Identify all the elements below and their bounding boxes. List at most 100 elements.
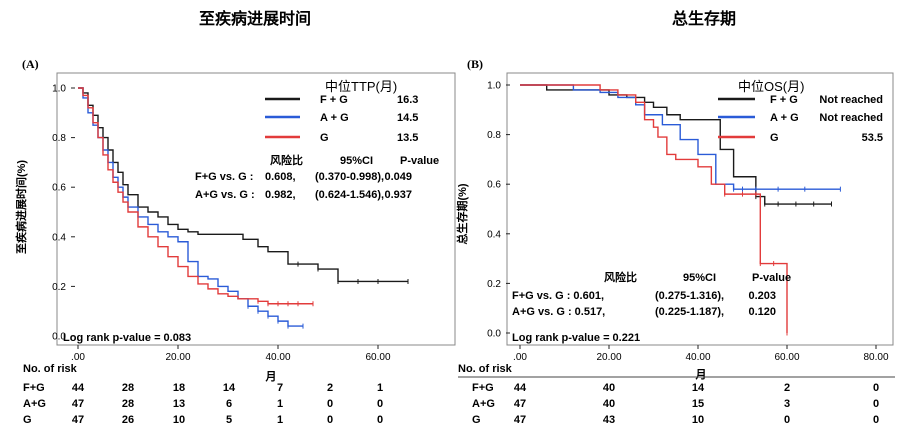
chart-b-legend-median: Not reached	[819, 112, 883, 124]
chart-b-risk-count: 0	[873, 414, 879, 426]
chart-a-y-tick-label: 0.6	[52, 183, 66, 194]
chart-b-stats-header: 风险比	[604, 270, 637, 284]
chart-a-stats-header: 95%CI	[340, 155, 373, 167]
chart-a-stats-hr: 0.982,	[265, 189, 296, 201]
chart-b-risk-count: 43	[603, 414, 615, 426]
chart-a-stats-header: P-value	[400, 155, 439, 167]
chart-a-x-tick-label: .00	[71, 352, 85, 363]
chart-b-risk-count: 47	[514, 398, 526, 410]
chart-b-stats-label: A+G vs. G : 0.517,	[512, 306, 605, 318]
chart-b-stats-label: F+G vs. G : 0.601,	[512, 290, 604, 302]
chart-a-legend-name: G	[320, 132, 329, 144]
chart-b-plot: 0.0 0.2 0.4 0.6 0.8 1.0 .00 20.00 40.00 60.00 80.0…	[458, 72, 895, 426]
chart-a-plot: 0.0 0.2 0.4 0.6 0.8 1.0 .00 20.00 40.00 60.00 中位TT…	[23, 72, 456, 426]
chart-a-x-tick-label: 20.00	[165, 352, 190, 363]
chart-a-risk-group: G	[23, 414, 32, 426]
chart-a-title: 至疾病进展时间	[199, 9, 311, 28]
chart-a-risk-count: 47	[72, 414, 84, 426]
chart-a-logrank: Log rank p-value = 0.083	[63, 332, 191, 344]
chart-a-risk-count: 28	[122, 398, 134, 410]
chart-b-risk-group: G	[472, 414, 481, 426]
chart-b-risk-group: F+G	[472, 382, 494, 394]
chart-a-risk-count: 1	[277, 398, 283, 410]
chart-a-risk-count: 7	[277, 382, 283, 394]
chart-a-risk-group: A+G	[23, 398, 46, 410]
chart-b-y-tick-label: 0.6	[487, 180, 501, 191]
chart-a-stats-label: A+G vs. G :	[195, 189, 255, 201]
chart-b-y-tick-label: 0.0	[487, 329, 501, 340]
chart-b-x-tick-label: 80.00	[863, 352, 888, 363]
chart-a-y-tick-label: 0.0	[52, 332, 66, 343]
chart-b-y-tick-label: 1.0	[487, 81, 501, 92]
chart-b-legend-title: 中位OS(月)	[738, 79, 804, 94]
chart-b-risk-count: 0	[784, 414, 790, 426]
chart-a-stats-label: F+G vs. G :	[195, 171, 253, 183]
chart-a-risk-count: 14	[223, 382, 236, 394]
chart-b-legend-median: Not reached	[819, 94, 883, 106]
chart-b-legend-name: F + G	[770, 94, 798, 106]
chart-b-x-tick-label: 60.00	[774, 352, 799, 363]
chart-b-x-tick-label: 40.00	[685, 352, 710, 363]
chart-a-y-tick-label: 0.4	[52, 232, 66, 243]
chart-b-ylabel: 总生存期(%)	[455, 183, 469, 244]
chart-b-panel-label: (B)	[467, 57, 483, 71]
chart-a-risk-count: 0	[327, 414, 333, 426]
chart-a-risk-count: 2	[327, 382, 333, 394]
chart-a-risk-header: No. of risk	[23, 363, 78, 375]
chart-b-risk-count: 40	[603, 398, 615, 410]
chart-a-stats-header: 风险比	[270, 153, 303, 167]
chart-b-risk-count: 0	[873, 398, 879, 410]
chart-a-legend-median: 13.5	[397, 132, 418, 144]
chart-a-series-f-g	[78, 87, 408, 283]
chart-b-risk-header: No. of risk	[458, 363, 513, 375]
chart-b-title: 总生存期	[672, 9, 736, 28]
chart-a-y-tick-label: 0.2	[52, 282, 66, 293]
chart-a-risk-count: 5	[226, 414, 232, 426]
chart-a-stats-ci: (0.370-0.998),	[315, 171, 384, 183]
chart-a-series-g	[78, 87, 313, 305]
chart-a-legend-median: 16.3	[397, 94, 418, 106]
chart-b-series-g	[520, 84, 788, 333]
chart-a-risk-count: 0	[327, 398, 333, 410]
chart-a-stats-ci: (0.624-1.546),	[315, 189, 384, 201]
chart-a-legend-name: A + G	[320, 112, 349, 124]
chart-b-risk-count: 0	[873, 382, 879, 394]
chart-b-stats-p: 0.203	[748, 290, 776, 302]
chart-a-ylabel: 至疾病进展时间(%)	[14, 160, 28, 254]
chart-a-risk-count: 1	[277, 414, 283, 426]
chart-a-risk-count: 0	[377, 414, 383, 426]
chart-a-risk-count: 0	[377, 398, 383, 410]
chart-a-risk-count: 26	[122, 414, 134, 426]
chart-a-stats-p: 0.049	[384, 171, 412, 183]
chart-a-x-tick-label: 60.00	[365, 352, 390, 363]
chart-b-y-tick-label: 0.8	[487, 130, 501, 141]
chart-a-legend-title: 中位TTP(月)	[325, 79, 397, 94]
chart-a-x-tick-label: 40.00	[265, 352, 290, 363]
chart-a-risk-count: 1	[377, 382, 383, 394]
chart-b-stats-p: 0.120	[748, 306, 776, 318]
chart-b-stats-ci: (0.275-1.316),	[655, 290, 724, 302]
chart-b-series-a-g	[520, 84, 841, 190]
chart-b-x-tick-label: .00	[513, 352, 527, 363]
chart-b-xlabel: 月	[695, 368, 707, 381]
chart-b-risk-count: 14	[692, 382, 705, 394]
chart-a-y-tick-label: 1.0	[52, 84, 66, 95]
chart-b-risk-count: 3	[784, 398, 790, 410]
chart-b-stats-header: P-value	[752, 272, 791, 284]
chart-a-stats-p: 0.937	[384, 189, 412, 201]
chart-b-legend-median: 53.5	[862, 132, 883, 144]
chart-b-legend-name: G	[770, 132, 779, 144]
chart-b-stats-header: 95%CI	[683, 272, 716, 284]
chart-a-xlabel: 月	[265, 370, 277, 383]
chart-b-stats-ci: (0.225-1.187),	[655, 306, 724, 318]
chart-a-stats-hr: 0.608,	[265, 171, 296, 183]
chart-b-y-tick-label: 0.4	[487, 229, 501, 240]
chart-b-risk-count: 10	[692, 414, 704, 426]
chart-b-y-tick-label: 0.2	[487, 279, 501, 290]
chart-b-risk-count: 47	[514, 414, 526, 426]
chart-a-frame	[56, 72, 456, 346]
chart-a-risk-count: 6	[226, 398, 232, 410]
chart-a-legend-name: F + G	[320, 94, 348, 106]
chart-a-legend-median: 14.5	[397, 112, 418, 124]
